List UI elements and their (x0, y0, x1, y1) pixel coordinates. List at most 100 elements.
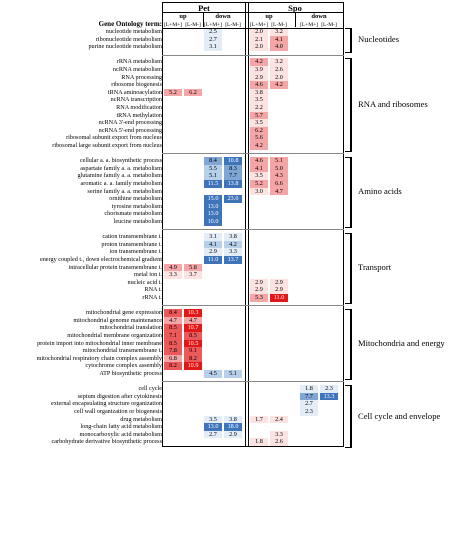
heatmap-cell: 3.3 (224, 248, 242, 256)
heatmap-cell: 2.9 (250, 286, 268, 294)
heatmap-cell: 7.8 (164, 347, 182, 355)
pet-header: Pet (198, 3, 210, 13)
term-label: mitochondrial respiratory chain complex … (36, 354, 162, 362)
term-label: ncRNA 3'-end processing (98, 119, 162, 127)
term-label: chorismate metabolism (104, 210, 162, 218)
term-label: monocarboxylic acid metabolism (79, 430, 162, 438)
heatmap-cell: 3.9 (250, 66, 268, 74)
heatmap-cell: 8.4 (164, 309, 182, 317)
heatmap-cell: 13.7 (224, 256, 242, 264)
heatmap-cell: 10.0 (204, 218, 222, 226)
term-label: tRNA aminoacylation (107, 88, 162, 96)
heatmap-cell: 1.8 (250, 438, 268, 446)
term-label: ribosome biogenesis (111, 81, 162, 89)
spo-down-header: down (311, 13, 327, 20)
category-label: Amino acids (358, 186, 402, 197)
term-label: RNA t. (144, 286, 162, 294)
term-label: serine family a. a. metabolism (87, 187, 162, 195)
heatmap-cell: 4.2 (270, 81, 288, 89)
heatmap-cell: 10.9 (184, 362, 202, 370)
term-label: mitochondrial translation (99, 324, 162, 332)
heatmap-cell: 5.1 (270, 157, 288, 165)
term-label: RNA modification (116, 104, 162, 111)
term-label: cytochrome complex assembly (85, 362, 162, 370)
spo-right-border (343, 2, 344, 446)
heatmap-cell: 2.7 (300, 400, 318, 408)
heatmap-cell: 5.5 (204, 164, 222, 173)
term-label: RNA processing (121, 73, 162, 81)
column-header-2: [L+M+] (203, 21, 223, 28)
heatmap-cell: 3.1 (204, 233, 222, 241)
group-separator (162, 153, 344, 155)
term-label: cell cycle (138, 385, 162, 393)
heatmap-cell: 13.8 (224, 180, 242, 188)
term-label: rRNA t. (142, 294, 162, 301)
term-label: leucine metabolism (113, 218, 162, 225)
term-label: aromatic a. a. family metabolism (80, 180, 162, 187)
spo-left-border (248, 2, 249, 446)
term-label: ATP biosynthetic process (99, 370, 162, 377)
heatmap-cell: 3.8 (224, 415, 242, 424)
heatmap-cell: 2.7 (204, 430, 222, 439)
term-label: nucleic acid t. (127, 278, 162, 286)
heatmap-cell: 3.8 (250, 88, 268, 97)
heatmap-cell: 8.5 (164, 324, 182, 332)
term-label: carbohydrate derivative biosynthetic pro… (51, 438, 162, 446)
heatmap-cell: 2.4 (270, 415, 288, 424)
term-label: cell wall organization or biogenesis (74, 408, 162, 415)
spo-mid-divider (295, 12, 296, 27)
heatmap-cell: 3.5 (250, 96, 268, 104)
pet-up-header: up (179, 13, 187, 20)
spo-up-header: up (265, 13, 273, 20)
term-label: ion transmembrane t. (109, 248, 162, 256)
heatmap-cell: 2.3 (320, 385, 338, 393)
heatmap-cell: 3.3 (164, 271, 182, 279)
heatmap-cell: 1.7 (250, 415, 268, 424)
heatmap-cell: 8.5 (184, 332, 202, 340)
term-label: tRNA methylation (116, 111, 162, 119)
category-bracket (345, 385, 352, 448)
heatmap-cell: 6.8 (164, 354, 182, 363)
term-label: intracellular protein transmembrane t. (68, 263, 162, 271)
heatmap-cell: 4.9 (164, 263, 182, 272)
heatmap-cell: 5.1 (224, 370, 242, 378)
heatmap-cell: 2.6 (270, 66, 288, 74)
term-label: proton transmembrane t. (101, 240, 162, 248)
heatmap-cell: 2.9 (224, 430, 242, 439)
heatmap-cell: 2.1 (250, 35, 268, 44)
heatmap-cell: 2.5 (204, 28, 222, 36)
term-label: ribosomal large subunit export from nucl… (52, 142, 162, 149)
column-header-0: [L+M+] (163, 21, 183, 28)
pet-mid-divider (203, 12, 204, 27)
header-divider (162, 12, 344, 13)
heatmap-cell: 4.1 (270, 35, 288, 44)
category-label: Transport (358, 262, 392, 273)
term-label: mitochondrial transmembrane t. (82, 347, 162, 355)
column-header-4: [L+M+] (249, 21, 269, 28)
heatmap-cell: 3.8 (224, 233, 242, 241)
group-separator (162, 381, 344, 383)
category-label: Cell cycle and envelope (358, 410, 441, 421)
term-label: nucleotide metabolism (105, 28, 162, 35)
category-bracket (345, 58, 352, 152)
heatmap-cell: 4.7 (270, 187, 288, 196)
heatmap-cell: 13.3 (320, 392, 338, 401)
column-header-5: [L-M-] (271, 21, 287, 28)
term-label: mitochondrial membrane organization (67, 332, 162, 339)
bottom-border (162, 446, 344, 447)
heatmap-cell: 3.1 (204, 43, 222, 51)
heatmap-cell: 5.2 (164, 88, 182, 97)
term-label: drug metabolism (120, 415, 162, 423)
heatmap-cell: 2.3 (300, 408, 318, 416)
heatmap-cell: 5.3 (250, 294, 268, 302)
heatmap-cell: 13.0 (204, 423, 222, 431)
term-label: mitochondrial genome maintenance (73, 316, 162, 324)
term-label: cellular a. a. biosynthetic process (79, 157, 162, 165)
heatmap-cell: 4.2 (224, 240, 242, 249)
heatmap-cell: 11.0 (204, 256, 222, 264)
heatmap-cell: 10.8 (224, 157, 242, 165)
term-label: ncRNA metabolism (113, 66, 162, 73)
category-bracket (345, 157, 352, 228)
heatmap-cell: 8.4 (204, 157, 222, 165)
heatmap-cell: 2.0 (270, 73, 288, 82)
